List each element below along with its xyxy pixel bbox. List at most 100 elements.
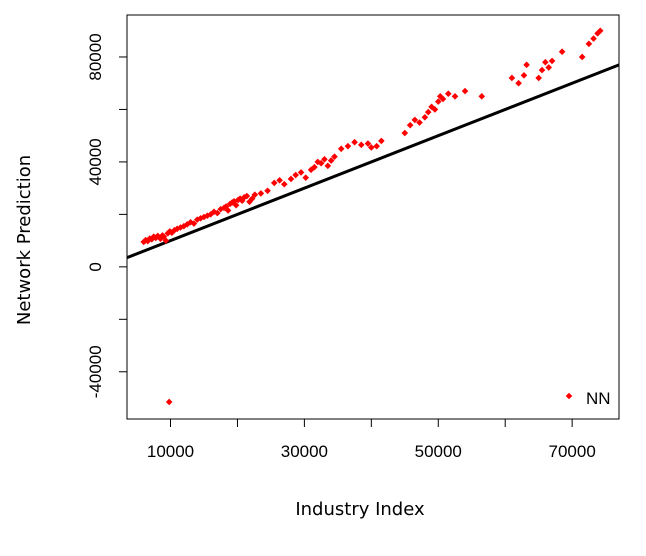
x-axis-title: Industry Index bbox=[295, 499, 425, 520]
data-point bbox=[297, 169, 305, 176]
data-point bbox=[168, 229, 176, 237]
y-tick-label: -40000 bbox=[86, 345, 105, 398]
data-point bbox=[236, 195, 244, 202]
data-point bbox=[190, 220, 198, 227]
data-point bbox=[197, 215, 204, 222]
data-point bbox=[307, 166, 315, 174]
data-point bbox=[164, 229, 172, 237]
legend: NN bbox=[565, 389, 611, 408]
data-point bbox=[224, 207, 232, 214]
x-tick-label: 30000 bbox=[281, 442, 328, 461]
y-tick-label: 0 bbox=[86, 262, 105, 271]
data-point bbox=[317, 159, 325, 167]
data-point bbox=[431, 106, 439, 113]
data-point bbox=[214, 209, 221, 217]
data-point bbox=[406, 121, 414, 129]
data-point bbox=[243, 192, 251, 200]
data-point bbox=[439, 95, 447, 103]
data-point bbox=[548, 57, 556, 65]
data-point bbox=[590, 35, 597, 42]
data-point bbox=[230, 197, 238, 205]
data-point bbox=[357, 141, 365, 149]
data-point bbox=[311, 163, 318, 171]
data-point bbox=[152, 234, 160, 242]
data-point bbox=[424, 108, 432, 116]
data-point bbox=[558, 48, 566, 56]
data-point bbox=[331, 153, 338, 160]
data-point bbox=[538, 66, 546, 74]
data-point bbox=[238, 197, 246, 205]
data-point bbox=[327, 157, 335, 164]
y-tick-label: 80000 bbox=[86, 33, 105, 80]
axes: 10000 30000 50000 70000 -40000 0 40000 80000 bbox=[86, 14, 620, 461]
reference-line bbox=[126, 63, 620, 260]
y-axis-title: Network Prediction bbox=[14, 155, 35, 325]
data-point bbox=[144, 237, 152, 245]
legend-label-nn: NN bbox=[586, 389, 611, 408]
data-point bbox=[542, 58, 549, 66]
data-point bbox=[248, 195, 256, 202]
data-point bbox=[594, 30, 601, 37]
data-point bbox=[411, 116, 419, 124]
data-point bbox=[451, 93, 459, 100]
data-point bbox=[140, 238, 148, 246]
data-point bbox=[302, 174, 310, 181]
data-point bbox=[321, 155, 328, 163]
reference-line-layer bbox=[126, 63, 620, 260]
data-point bbox=[187, 218, 194, 226]
data-point bbox=[217, 205, 225, 213]
data-point bbox=[401, 129, 409, 137]
data-point bbox=[421, 114, 429, 121]
data-point bbox=[281, 180, 288, 188]
data-point bbox=[276, 176, 283, 184]
data-point bbox=[508, 74, 516, 82]
data-point bbox=[193, 216, 201, 223]
data-point bbox=[287, 175, 295, 183]
data-point bbox=[234, 196, 242, 204]
y-tick-label: 40000 bbox=[86, 138, 105, 185]
plot-frame bbox=[126, 14, 620, 420]
data-point bbox=[210, 208, 218, 216]
data-point bbox=[585, 40, 593, 48]
data-point bbox=[373, 142, 380, 150]
data-point bbox=[478, 93, 486, 100]
data-point bbox=[461, 87, 469, 95]
data-point bbox=[228, 199, 236, 206]
data-point bbox=[337, 145, 345, 153]
data-point bbox=[545, 64, 553, 71]
data-point bbox=[578, 53, 586, 61]
x-tick-label: 70000 bbox=[549, 442, 596, 461]
data-point bbox=[535, 74, 542, 82]
data-point bbox=[596, 27, 604, 35]
data-point bbox=[232, 201, 240, 209]
data-point bbox=[162, 237, 170, 244]
x-tick-label: 50000 bbox=[415, 442, 462, 461]
data-point bbox=[515, 79, 522, 87]
data-point bbox=[264, 187, 271, 195]
data-point bbox=[207, 211, 214, 218]
data-point bbox=[180, 222, 188, 230]
data-point bbox=[368, 144, 375, 151]
legend-marker-nn bbox=[565, 392, 573, 400]
data-point bbox=[257, 190, 265, 197]
data-point bbox=[445, 90, 452, 98]
data-point bbox=[351, 138, 358, 146]
data-point bbox=[222, 203, 230, 210]
data-point bbox=[344, 142, 352, 150]
data-point bbox=[324, 162, 332, 170]
data-points bbox=[140, 27, 604, 406]
data-point bbox=[434, 98, 442, 105]
data-point bbox=[292, 171, 299, 179]
data-point bbox=[173, 225, 181, 233]
data-point bbox=[148, 235, 156, 243]
data-point bbox=[378, 137, 385, 145]
x-tick-label: 10000 bbox=[147, 442, 194, 461]
data-point bbox=[523, 61, 530, 69]
data-point bbox=[416, 119, 423, 126]
data-point bbox=[165, 398, 173, 406]
data-point bbox=[220, 204, 228, 212]
data-point bbox=[270, 179, 278, 187]
data-point bbox=[364, 140, 372, 147]
data-point bbox=[251, 191, 259, 199]
